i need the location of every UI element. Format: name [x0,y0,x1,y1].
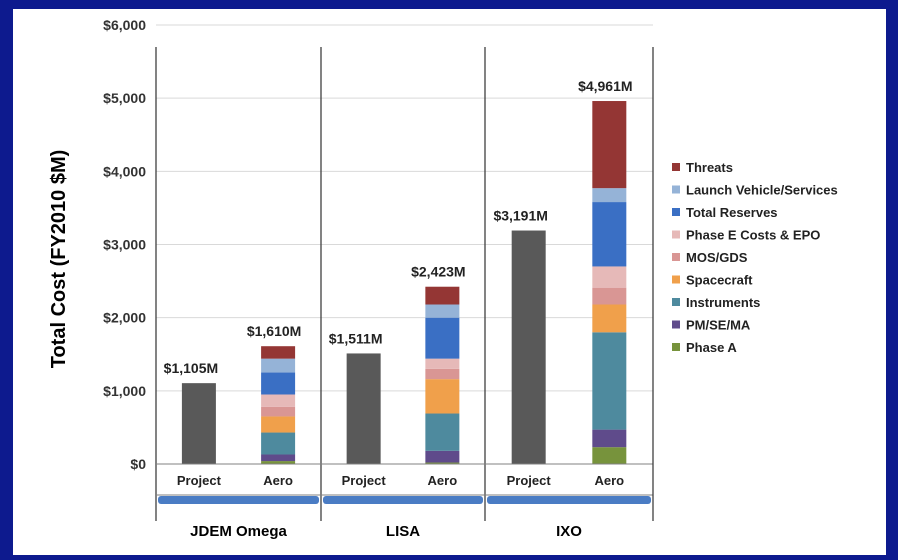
bar-segment [592,429,627,448]
legend-label: Phase E Costs & EPO [686,228,820,243]
bar-project [181,383,216,464]
bar-project [511,230,546,464]
bar-segment [261,432,296,455]
bar-segment [592,304,627,333]
bar-segment [425,462,460,464]
bar-segment [592,332,627,430]
legend-label: Threats [686,160,733,175]
bar-category-label: Project [177,473,222,488]
bar-category-label: Project [507,473,552,488]
bar-category-label: Aero [263,473,293,488]
chart-frame: Total Cost (FY2010 $M) $0 $1,000 $2,000 $3,… [13,9,886,555]
bar-segment [261,461,296,464]
group-band [158,496,319,504]
legend-swatch [672,230,680,239]
legend-swatch [672,275,680,284]
bar-category-label: Aero [428,473,458,488]
y-axis-title: Total Cost (FY2010 $M) [48,150,70,369]
legend-swatch [672,298,680,306]
bar-segment [261,372,296,395]
legend-swatch [672,343,680,351]
bar-segment [425,286,460,305]
legend-label: Phase A [686,340,737,355]
bar-segment [261,394,296,407]
y-tick-label: $0 [130,456,146,472]
group-label: LISA [386,523,420,540]
legend-label: Launch Vehicle/Services [686,183,838,198]
bar-segment [592,101,627,189]
y-tick-label: $5,000 [103,90,146,106]
bar-segment [425,358,460,369]
bar-segment [592,202,627,267]
legend-swatch [672,253,680,261]
bar-segment [425,413,460,451]
legend-label: Spacecraft [686,273,753,288]
y-tick-label: $4,000 [103,163,146,179]
y-tick-label: $3,000 [103,237,146,253]
bar-category-label: Aero [595,473,625,488]
bar-segment [592,266,627,288]
group-label: IXO [556,523,582,540]
bar-segment [425,304,460,318]
bar-project [346,353,381,464]
stacked-bar-chart: Total Cost (FY2010 $M) $0 $1,000 $2,000 $3,… [48,17,838,540]
bar-segment [592,188,627,203]
y-tick-label: $6,000 [103,17,146,33]
legend-label: PM/SE/MA [686,318,751,333]
bar-segment [425,317,460,359]
legend-swatch [672,320,680,329]
bar-segment [261,406,296,417]
bar-segment [261,358,296,373]
legend-swatch [672,185,680,194]
legend-swatch [672,163,680,171]
bar-segment [592,447,627,464]
legend-label: MOS/GDS [686,250,748,265]
group-band [487,496,651,504]
y-tick-label: $1,000 [103,383,146,399]
bar-segment [425,379,460,414]
bar-category-label: Project [342,473,387,488]
bar-segment [425,450,460,463]
bar-segment [261,454,296,462]
bar-total-label: $2,423M [411,264,465,280]
bar-segment [592,287,627,305]
bar-total-label: $1,511M [329,330,383,346]
bar-total-label: $1,105M [164,360,218,376]
bar-segment [425,368,460,380]
legend-label: Instruments [686,295,760,310]
group-band [323,496,483,504]
y-tick-label: $2,000 [103,310,146,326]
bar-total-label: $4,961M [578,78,632,94]
bar-segment [261,346,296,359]
legend-swatch [672,208,680,216]
bar-segment [261,416,296,433]
bar-total-label: $1,610M [247,323,301,339]
legend-label: Total Reserves [686,205,778,220]
group-label: JDEM Omega [190,523,287,540]
bar-total-label: $3,191M [493,208,547,224]
